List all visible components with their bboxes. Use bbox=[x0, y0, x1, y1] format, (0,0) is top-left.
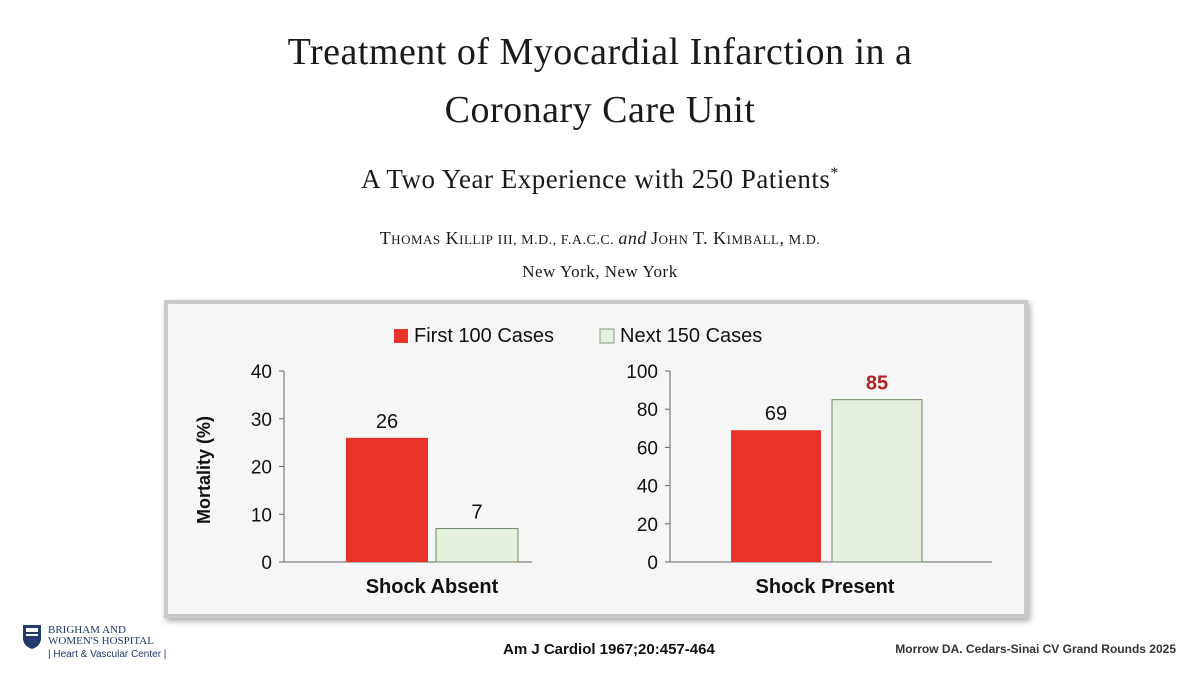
panel-1-tick-label-1: 10 bbox=[251, 505, 272, 526]
logo-line-3-text: Heart & Vascular Center bbox=[53, 649, 162, 660]
panel-1-x-label: Shock Absent bbox=[366, 576, 499, 598]
author-2-credentials: M.D. bbox=[788, 233, 821, 248]
panel-2-tick-label-1: 20 bbox=[637, 515, 658, 536]
panel-1-tick-label-0: 0 bbox=[261, 553, 272, 574]
subtitle: A Two Year Experience with 250 Patients* bbox=[0, 164, 1200, 195]
hospital-logo: BRIGHAM AND WOMEN'S HOSPITAL | Heart & V… bbox=[22, 624, 202, 664]
legend-swatch-1 bbox=[394, 329, 408, 343]
panel-2-tick-label-5: 100 bbox=[626, 362, 658, 383]
author-1: Thomas Killip bbox=[379, 228, 494, 248]
authors-and: and bbox=[618, 228, 647, 248]
logo-line-3: | Heart & Vascular Center | bbox=[48, 649, 167, 660]
y-axis-label: Mortality (%) bbox=[194, 416, 214, 524]
panel-2-bar-1 bbox=[731, 430, 821, 562]
panel-1-data-label-2: 7 bbox=[471, 502, 482, 524]
title-line-2: Coronary Care Unit bbox=[444, 89, 756, 131]
logo-line-1: BRIGHAM AND bbox=[48, 624, 126, 636]
title-line-1: Treatment of Myocardial Infarction in a bbox=[287, 31, 913, 73]
panel-1-data-label-1: 26 bbox=[376, 411, 398, 433]
legend-label-2: Next 150 Cases bbox=[620, 325, 762, 347]
panel-2-x-label: Shock Present bbox=[756, 576, 895, 598]
panel-2-tick-label-2: 40 bbox=[637, 477, 658, 498]
panel-1-tick-label-2: 20 bbox=[251, 458, 272, 479]
panel-1-bar-1 bbox=[346, 437, 428, 562]
author-2: John T. Kimball, bbox=[651, 228, 785, 248]
authors: Thomas Killip III, M.D., F.A.C.C. and Jo… bbox=[0, 228, 1200, 249]
subtitle-footnote-mark: * bbox=[830, 165, 839, 182]
panel-2-data-label-1: 69 bbox=[765, 403, 787, 425]
author-1-credentials: III, M.D., F.A.C.C. bbox=[497, 233, 615, 248]
panel-2-bar-2 bbox=[831, 399, 923, 563]
citation: Am J Cardiol 1967;20:457-464 bbox=[503, 641, 715, 658]
panel-1-tick-label-4: 40 bbox=[251, 362, 272, 383]
legend-label-1: First 100 Cases bbox=[414, 325, 554, 347]
panel-2-tick-label-3: 60 bbox=[637, 438, 658, 459]
shield-icon bbox=[23, 625, 41, 649]
legend-swatch-2 bbox=[599, 328, 615, 344]
logo-line-2: WOMEN'S HOSPITAL bbox=[48, 635, 154, 647]
panel-1-tick-label-3: 30 bbox=[251, 410, 272, 431]
panel-1-bar-2 bbox=[435, 528, 519, 563]
mortality-chart: First 100 Cases Next 150 Cases Mortality (… bbox=[194, 325, 992, 598]
location: New York, New York bbox=[522, 262, 678, 281]
panel-2-data-label-2: 85 bbox=[866, 373, 888, 395]
subtitle-text: A Two Year Experience with 250 Patients bbox=[361, 164, 831, 194]
credit: Morrow DA. Cedars-Sinai CV Grand Rounds … bbox=[895, 642, 1176, 656]
panel-2-tick-label-4: 80 bbox=[637, 400, 658, 421]
chart-frame: First 100 Cases Next 150 Cases Mortality (… bbox=[164, 300, 1028, 618]
panel-2-tick-label-0: 0 bbox=[647, 553, 658, 574]
